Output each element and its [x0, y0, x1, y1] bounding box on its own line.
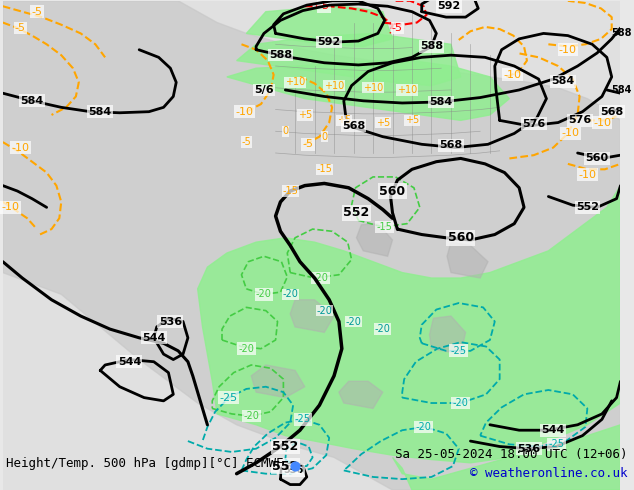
Polygon shape	[447, 242, 488, 278]
Text: -25: -25	[220, 392, 238, 403]
Text: +5: +5	[337, 115, 351, 125]
Text: -10: -10	[559, 45, 577, 55]
Text: -20: -20	[453, 398, 469, 408]
Text: 560: 560	[448, 231, 474, 245]
Text: -5: -5	[302, 139, 313, 149]
Text: 584: 584	[430, 97, 453, 107]
Text: 588: 588	[420, 42, 443, 51]
Text: 592: 592	[318, 37, 341, 47]
Text: +5: +5	[375, 118, 390, 127]
Text: -10: -10	[2, 202, 20, 212]
Text: 568: 568	[600, 107, 623, 117]
Text: 552: 552	[272, 460, 299, 472]
Text: -10: -10	[11, 143, 29, 152]
Text: 0: 0	[321, 132, 327, 142]
Polygon shape	[339, 381, 383, 409]
Text: 560: 560	[379, 185, 406, 197]
Text: -20: -20	[316, 306, 332, 316]
Text: 584: 584	[612, 85, 632, 95]
Text: 5/6: 5/6	[254, 85, 274, 95]
Polygon shape	[3, 1, 621, 490]
Text: -15: -15	[377, 222, 392, 232]
Text: 552: 552	[576, 202, 599, 212]
Text: +10: +10	[363, 83, 383, 93]
Text: -20: -20	[238, 343, 254, 354]
Text: -10: -10	[562, 128, 579, 139]
Text: -10: -10	[503, 70, 521, 80]
Text: -20: -20	[313, 273, 328, 283]
Text: -25: -25	[295, 415, 311, 424]
Text: -20: -20	[282, 289, 298, 299]
Text: Height/Temp. 500 hPa [gdmp][°C] ECMWF: Height/Temp. 500 hPa [gdmp][°C] ECMWF	[6, 457, 284, 470]
Text: 588: 588	[612, 28, 632, 38]
Text: 0: 0	[282, 126, 288, 136]
Text: -10: -10	[593, 118, 611, 127]
Text: +10: +10	[285, 77, 305, 87]
Text: +5: +5	[405, 115, 419, 125]
Text: -5: -5	[15, 23, 26, 33]
Text: 536: 536	[158, 317, 182, 326]
Text: -15: -15	[316, 164, 332, 174]
Text: -20: -20	[256, 289, 272, 299]
Polygon shape	[198, 186, 621, 463]
Point	[290, 462, 300, 470]
Text: -20: -20	[346, 317, 361, 326]
Text: © weatheronline.co.uk: © weatheronline.co.uk	[470, 467, 628, 480]
Text: 552: 552	[344, 206, 370, 220]
Text: -5: -5	[319, 1, 330, 11]
Text: 536: 536	[517, 443, 540, 454]
Text: -20: -20	[416, 422, 432, 432]
Text: 544: 544	[118, 357, 141, 367]
Polygon shape	[429, 316, 465, 354]
Text: 544: 544	[142, 333, 165, 343]
Text: 544: 544	[541, 425, 565, 435]
Polygon shape	[290, 300, 334, 332]
Text: -5: -5	[392, 23, 403, 33]
Text: 552: 552	[272, 440, 299, 453]
Text: 584: 584	[20, 96, 44, 106]
Text: +5: +5	[298, 110, 312, 120]
Text: -20: -20	[375, 324, 391, 334]
Text: 584: 584	[552, 76, 574, 86]
Text: +10: +10	[397, 85, 417, 95]
Text: 584: 584	[89, 107, 112, 117]
Text: 576: 576	[568, 115, 591, 125]
Text: -15: -15	[282, 186, 298, 196]
Polygon shape	[227, 61, 509, 121]
Text: 592: 592	[437, 1, 461, 11]
Text: 568: 568	[439, 141, 463, 150]
Text: -5: -5	[32, 7, 42, 17]
Text: -5: -5	[242, 137, 251, 147]
Text: 588: 588	[269, 50, 292, 60]
Text: -25: -25	[451, 346, 467, 356]
Text: 560: 560	[586, 153, 609, 164]
Text: +10: +10	[324, 80, 344, 91]
Text: -25: -25	[548, 440, 564, 449]
Polygon shape	[356, 223, 392, 256]
Polygon shape	[247, 6, 392, 47]
Text: -20: -20	[243, 411, 259, 421]
Polygon shape	[3, 1, 621, 490]
Text: Sa 25-05-2024 18:00 UTC (12+06): Sa 25-05-2024 18:00 UTC (12+06)	[395, 447, 628, 461]
Text: 576: 576	[522, 119, 545, 129]
Polygon shape	[392, 425, 621, 490]
Text: 536: 536	[283, 466, 303, 475]
Polygon shape	[251, 365, 305, 397]
Text: -10: -10	[235, 107, 254, 117]
Text: 568: 568	[342, 121, 365, 131]
Polygon shape	[236, 33, 461, 86]
Text: -10: -10	[578, 170, 597, 180]
